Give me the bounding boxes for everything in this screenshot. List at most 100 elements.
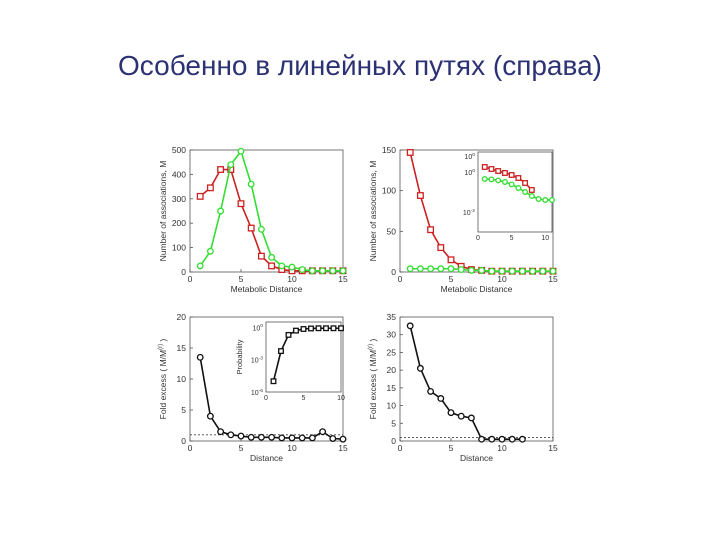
x-tick-label-1: 0: [188, 443, 193, 453]
x-tick-label-4: 15: [548, 274, 558, 284]
y-tick-label-2: 100: [172, 243, 186, 253]
inset-y-tick-label-3: 10-6: [251, 388, 263, 397]
chart-panel-a: 0 5 10 15 0 100 200 300 400 500 Metabolic Distance…: [158, 145, 348, 294]
series-2-point-13: [319, 267, 327, 275]
series-1-point-3: [427, 226, 435, 234]
series-2-point-3: [427, 265, 435, 273]
inset-x-tick-label-2: 5: [302, 395, 306, 402]
series-2-point-1: [196, 262, 204, 270]
series-1-point-8: [268, 433, 276, 441]
series-2-point-5: [237, 147, 245, 155]
series-2-point-13: [529, 267, 537, 275]
series-2-point-6: [457, 266, 465, 274]
series-2-point-14: [539, 267, 547, 275]
y-tick-label-4: 15: [387, 383, 397, 393]
plot-frame: [189, 149, 344, 273]
series-2-point-15: [549, 267, 557, 275]
series-1-point-6: [247, 224, 255, 232]
inset-series-1-point-3: [495, 168, 502, 174]
series-1-point-6: [457, 412, 465, 420]
series-2-point-8: [268, 253, 276, 261]
inset-series-1-point-7: [522, 180, 529, 186]
series-2-point-4: [227, 161, 235, 169]
series-2-point-2: [206, 247, 214, 255]
x-tick-label-3: 10: [287, 274, 297, 284]
series-2-point-10: [288, 263, 296, 271]
series-1-point-7: [467, 414, 475, 422]
inset-chart-c: 0 5 10 100 10-3 10-6 Probability: [235, 321, 345, 402]
x-tick-label-4: 15: [338, 443, 348, 453]
inset-series-1-point-2: [488, 166, 495, 172]
series-2-point-10: [498, 267, 506, 275]
series-2-point-7: [467, 266, 475, 274]
inset-series-1-point-6: [515, 175, 522, 181]
series-2-point-8: [478, 266, 486, 274]
series-1-point-8: [478, 435, 486, 443]
inset-series-1-point-1: [270, 378, 277, 385]
inset-series-1-point-4: [293, 327, 299, 334]
inset-series-1-point-1: [481, 164, 488, 170]
inset-series-1-point-5: [508, 172, 515, 178]
y-tick-label-5: 400: [172, 169, 186, 179]
series-1-point-3: [217, 428, 225, 436]
x-tick-label-3: 10: [497, 443, 507, 453]
inset-series-1-point-4: [501, 170, 508, 176]
y-tick-label-4: 300: [172, 194, 186, 204]
inset-y-tick-label-2: 10-3: [251, 356, 263, 365]
x-tick-label-4: 15: [338, 274, 348, 284]
plot-frame: [399, 316, 554, 442]
inset-y-axis-label: Probability: [235, 339, 244, 374]
inset-series-2-point-10: [542, 197, 549, 203]
inset-series-2-point-2: [488, 176, 495, 183]
x-tick-label-1: 0: [188, 274, 193, 284]
series-1-point-4: [437, 244, 445, 252]
series-2-point-9: [278, 262, 286, 270]
y-tick-label-3: 10: [387, 401, 397, 411]
series-1-point-7: [257, 433, 265, 441]
x-tick-label-2: 5: [239, 274, 244, 284]
y-axis-label: Fold excess ( M/M(r) ): [368, 339, 378, 420]
inset-x-tick-label-3: 10: [541, 235, 549, 242]
x-tick-label-1: 0: [398, 443, 403, 453]
series-1-point-5: [237, 432, 245, 440]
series-1-point-4: [437, 395, 445, 402]
y-tick-label-8: 35: [387, 312, 397, 322]
series-1-point-13: [319, 428, 327, 436]
x-tick-label-2: 5: [449, 274, 454, 284]
series-2-point-11: [508, 267, 516, 275]
inset-series-2-point-5: [508, 181, 515, 188]
y-tick-label-5: 20: [177, 312, 187, 322]
inset-series-1-point-10: [338, 325, 344, 332]
series-1-point-9: [278, 434, 286, 442]
y-tick-label-3: 100: [382, 186, 396, 196]
inset-series-2-point-1: [481, 176, 488, 182]
inset-series-1-point-8: [323, 325, 329, 332]
series-1-point-14: [329, 435, 337, 442]
y-axis-label: Number of associations, M: [158, 161, 168, 262]
slide-title: Особенно в линейных путях (справа): [118, 50, 602, 81]
inset-series-1-point-8: [528, 187, 535, 193]
series-1-point-11: [508, 435, 516, 443]
series-1-point-11: [298, 434, 306, 442]
inset-x-tick-label-3: 10: [337, 395, 345, 402]
inset-y-tick-label-1: 100: [464, 168, 475, 177]
y-tick-label-2: 50: [387, 226, 397, 236]
series-1-point-2: [416, 364, 424, 372]
series-1-point-9: [488, 435, 496, 443]
series-1-point-1: [406, 322, 414, 330]
series-2-point-1: [406, 265, 414, 273]
series-1-point-6: [247, 433, 255, 441]
series-1-point-10: [498, 435, 506, 443]
series-2-point-12: [518, 267, 526, 275]
series-1-point-2: [416, 192, 424, 199]
series-2-point-9: [488, 267, 496, 275]
series-2-point-4: [437, 265, 445, 273]
y-tick-label-1: 0: [181, 436, 186, 446]
y-tick-label-6: 25: [387, 347, 397, 357]
x-tick-label-2: 5: [449, 443, 454, 453]
inset-series-2-point-6: [515, 185, 522, 191]
inset-y-tick-label-2: 10-2: [463, 208, 475, 217]
y-tick-label-1: 0: [391, 267, 396, 277]
series-2-point-5: [447, 265, 455, 273]
